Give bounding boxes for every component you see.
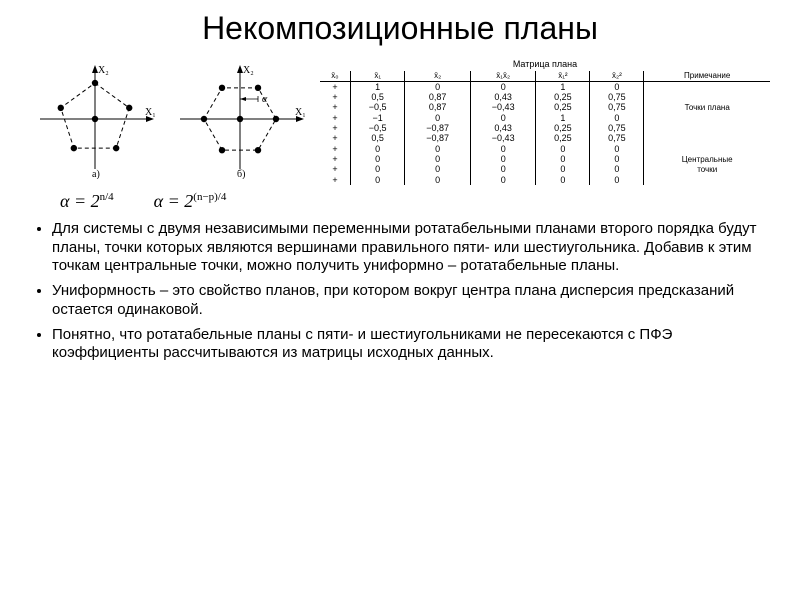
table-row: +0,5−0,87−0,430,250,75 bbox=[320, 133, 770, 143]
y-axis-label: X₂ bbox=[98, 65, 109, 76]
table-row: +0,50,870,430,250,75 bbox=[320, 92, 770, 102]
formula-alpha-2: α = 2(n−p)/4 bbox=[154, 191, 227, 212]
table-header: Примечание bbox=[644, 71, 770, 81]
figure-row: X₂ X₁ a) X₂ X₁ б) α Матрица плана x̄₀x̄₁… bbox=[30, 59, 770, 185]
bullet-list: Для системы с двумя независимыми перемен… bbox=[30, 220, 770, 363]
table-header: x̄₀ bbox=[320, 71, 350, 81]
hexagon-diagram: X₂ X₁ б) α bbox=[170, 59, 310, 184]
formula-row: α = 2n/4 α = 2(n−p)/4 bbox=[60, 191, 770, 212]
bullet-item: Понятно, что ротатабельные планы с пяти-… bbox=[52, 326, 770, 364]
table-row: +00000 bbox=[320, 175, 770, 185]
hexagon-sublabel: б) bbox=[237, 169, 245, 179]
table-header: x̄₁ bbox=[350, 71, 405, 81]
table-header: x̄₁x̄₂ bbox=[470, 71, 536, 81]
table-row: +−0,50,87−0,430,250,75Точки плана bbox=[320, 102, 770, 112]
table-row: +00000Центральные bbox=[320, 154, 770, 164]
table-header: x̄₁² bbox=[536, 71, 590, 81]
page-title: Некомпозиционные планы bbox=[30, 10, 770, 47]
table-row: +00000 bbox=[320, 144, 770, 154]
plan-matrix-table: Матрица плана x̄₀x̄₁x̄₂x̄₁x̄₂x̄₁²x̄₂²При… bbox=[320, 59, 770, 185]
formula-alpha-1: α = 2n/4 bbox=[60, 191, 114, 212]
table-title: Матрица плана bbox=[320, 59, 770, 69]
table-header: x̄₂ bbox=[405, 71, 471, 81]
table-header: x̄₂² bbox=[590, 71, 644, 81]
table-row: +−10010 bbox=[320, 113, 770, 123]
pentagon-diagram: X₂ X₁ a) bbox=[30, 59, 160, 184]
table-row: +10010 bbox=[320, 81, 770, 92]
y-axis-label: X₂ bbox=[243, 65, 254, 76]
table-row: +−0,5−0,870,430,250,75 bbox=[320, 123, 770, 133]
bullet-item: Для системы с двумя независимыми перемен… bbox=[52, 220, 770, 276]
table-row: +00000точки bbox=[320, 164, 770, 174]
bullet-item: Униформность – это свойство планов, при … bbox=[52, 282, 770, 320]
x-axis-label: X₁ bbox=[145, 107, 156, 118]
x-axis-label: X₁ bbox=[295, 107, 306, 118]
pentagon-sublabel: a) bbox=[92, 169, 100, 179]
